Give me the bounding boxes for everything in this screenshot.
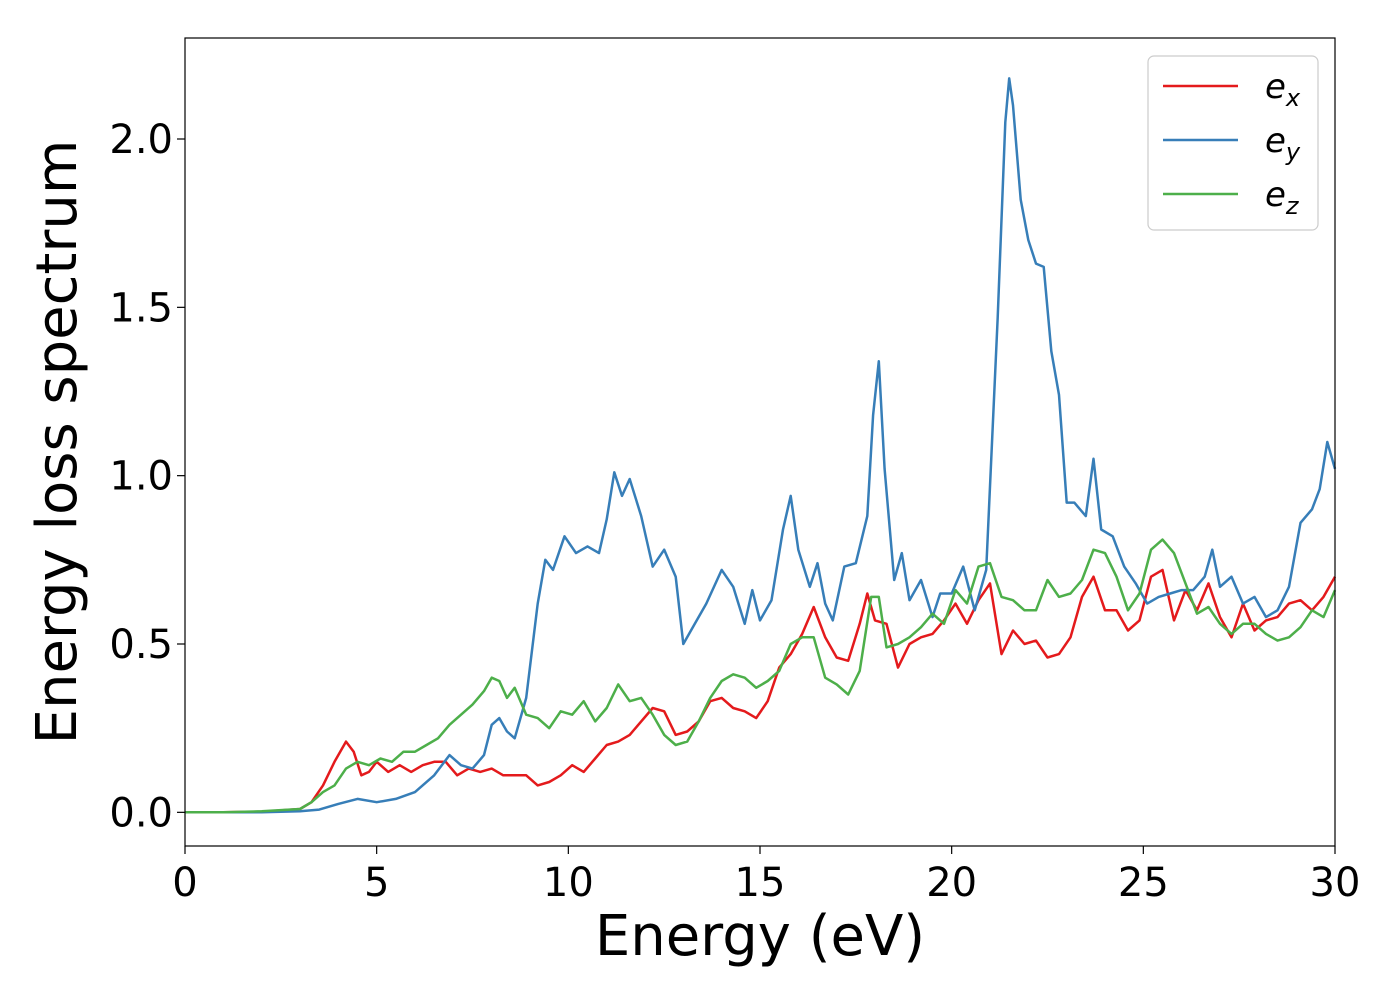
legend-label-base: e [1265,67,1286,107]
legend-label-base: e [1265,175,1286,215]
x-tick-label: 10 [543,860,594,906]
x-axis-title: Energy (eV) [595,904,925,969]
legend-label-base: e [1265,121,1286,161]
legend-box [1147,55,1319,231]
y-tick-label: 0.5 [109,622,173,668]
series-line-x [185,568,1337,814]
x-tick-label: 5 [364,860,389,906]
legend-label-z: ez [1265,175,1300,220]
x-tick-label: 30 [1310,860,1361,906]
x-tick-label: 20 [926,860,977,906]
series-layer [185,77,1337,814]
y-tick-label: 2.0 [109,117,173,163]
y-tick-label: 1.5 [109,285,173,331]
series-line-z [185,538,1337,814]
x-tick-label: 15 [735,860,786,906]
x-tick-label: 0 [172,860,197,906]
legend-label-subscript: y [1285,138,1301,166]
legend-label-x: ex [1265,67,1301,112]
legend-label-subscript: z [1285,192,1300,220]
x-tick-label: 25 [1118,860,1169,906]
y-tick-label: 0.0 [109,790,173,836]
y-axis-title: Energy loss spectrum [25,140,90,745]
y-tick-label: 1.0 [109,454,173,500]
x-axis: 0 5 10 15 20 25 30 [172,846,1360,906]
legend-label-subscript: x [1285,84,1301,112]
y-axis: 0.0 0.5 1.0 1.5 2.0 [109,117,185,836]
legend-label-y: ey [1265,121,1301,166]
series-line-y [185,77,1337,814]
